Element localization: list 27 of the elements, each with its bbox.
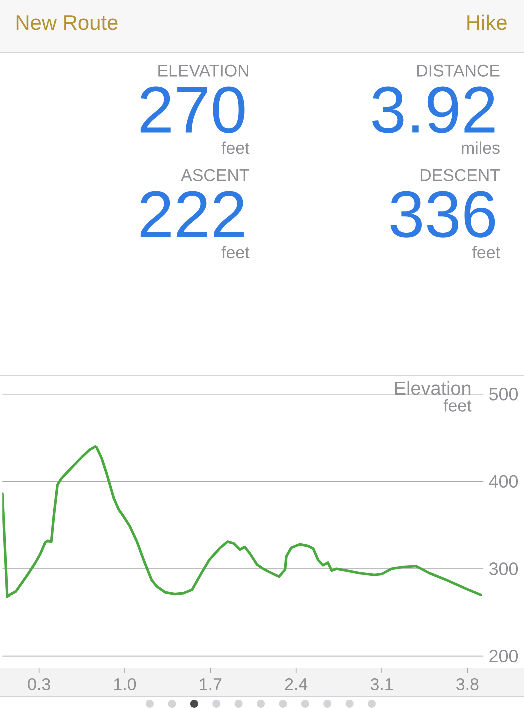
annotation: feet xyxy=(444,399,472,412)
line-series xyxy=(2,445,482,598)
text: miles xyxy=(462,142,500,154)
text: DISTANCE xyxy=(418,64,500,77)
x-tick-label: 2.4 xyxy=(285,678,308,690)
y-tick-label: 200 xyxy=(490,650,518,663)
text: DESCENT xyxy=(420,169,500,182)
text: feet xyxy=(222,142,250,154)
text: ASCENT xyxy=(181,169,250,182)
text: 3.92 xyxy=(372,86,495,134)
y-tick-label: 500 xyxy=(490,388,518,401)
x-tick-label: 3.1 xyxy=(370,678,393,690)
text: ELEVATION xyxy=(158,64,248,77)
text: 270 xyxy=(140,86,245,134)
y-tick-label: 400 xyxy=(489,475,518,488)
y-axis-title: Elevation xyxy=(395,381,471,396)
text: Hike xyxy=(468,14,507,30)
text: feet xyxy=(472,246,500,259)
y-tick-label: 300 xyxy=(489,562,518,576)
text: 336 xyxy=(390,191,496,238)
x-tick-label: 3.8 xyxy=(456,678,479,690)
x-tick-label: 1.0 xyxy=(114,678,136,690)
text: 222 xyxy=(140,191,244,238)
text: feet xyxy=(222,246,250,259)
text: New Route xyxy=(16,16,118,30)
x-tick-label: 1.7 xyxy=(200,678,222,690)
x-tick-label: 0.3 xyxy=(28,678,50,690)
